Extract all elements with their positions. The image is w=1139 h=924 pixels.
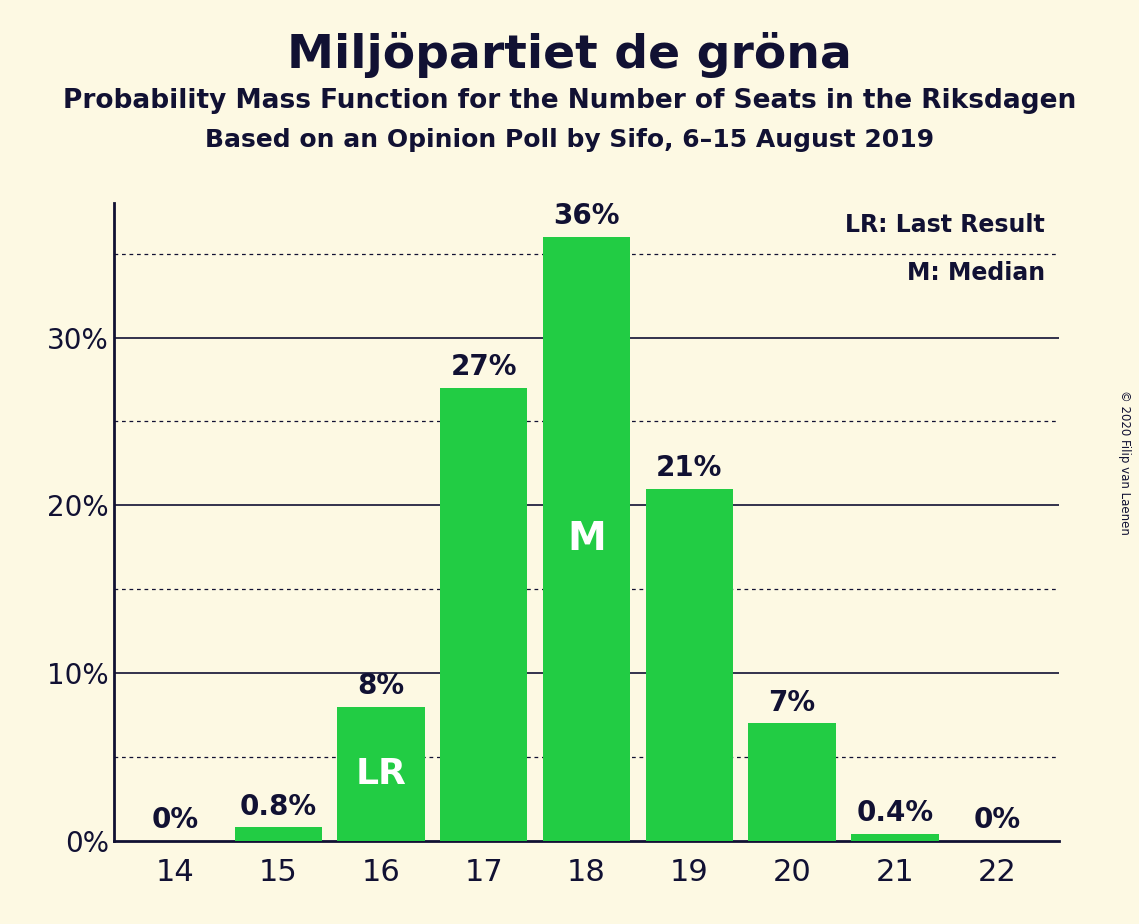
Text: 0.8%: 0.8% xyxy=(239,793,317,821)
Bar xyxy=(235,827,322,841)
Text: 36%: 36% xyxy=(554,202,620,230)
Text: M: M xyxy=(567,520,606,558)
Text: Based on an Opinion Poll by Sifo, 6–15 August 2019: Based on an Opinion Poll by Sifo, 6–15 A… xyxy=(205,128,934,152)
Bar xyxy=(440,388,527,841)
Text: 0%: 0% xyxy=(974,806,1022,834)
Text: LR: Last Result: LR: Last Result xyxy=(845,213,1046,237)
Bar xyxy=(337,707,425,841)
Text: 7%: 7% xyxy=(769,688,816,717)
Text: 8%: 8% xyxy=(358,672,404,699)
Bar xyxy=(851,834,939,841)
Text: 27%: 27% xyxy=(451,353,517,381)
Text: Probability Mass Function for the Number of Seats in the Riksdagen: Probability Mass Function for the Number… xyxy=(63,88,1076,114)
Text: M: Median: M: Median xyxy=(907,261,1046,285)
Bar xyxy=(543,237,630,841)
Text: LR: LR xyxy=(355,757,407,791)
Text: © 2020 Filip van Laenen: © 2020 Filip van Laenen xyxy=(1118,390,1131,534)
Bar xyxy=(748,723,836,841)
Text: 0%: 0% xyxy=(151,806,199,834)
Bar xyxy=(646,489,734,841)
Text: 0.4%: 0.4% xyxy=(857,799,934,827)
Text: Miljöpartiet de gröna: Miljöpartiet de gröna xyxy=(287,32,852,79)
Text: 21%: 21% xyxy=(656,454,722,481)
